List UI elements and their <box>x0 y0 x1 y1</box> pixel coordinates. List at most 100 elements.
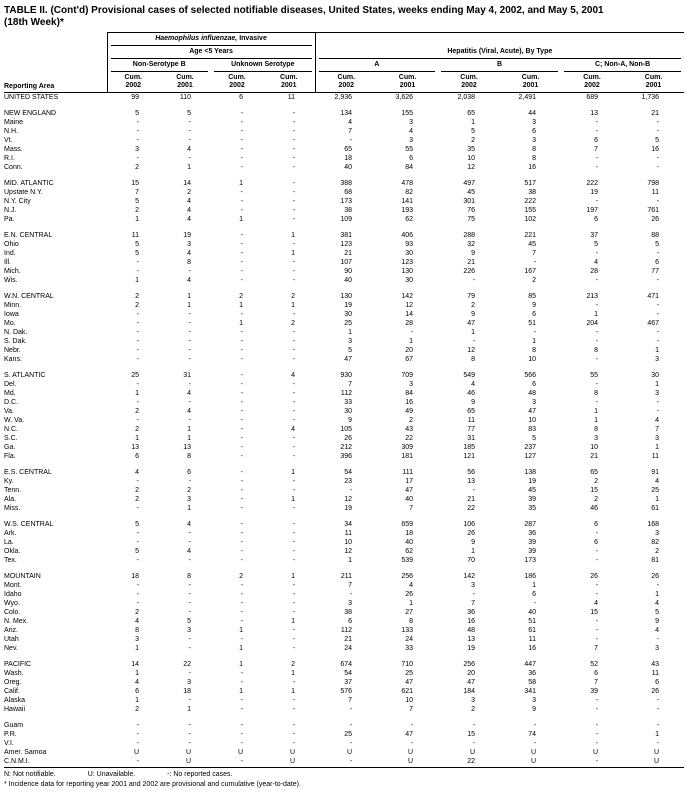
value-cell: - <box>533 329 537 336</box>
value-cell: 21 <box>467 496 476 503</box>
value-cell: - <box>188 119 191 126</box>
table-row: UNITED STATES 99 110 6 11 2,936 3,626 2,038 2,49… <box>4 93 684 103</box>
reporting-area-cell: S.C. <box>4 435 18 442</box>
value-cell: 9 <box>471 539 476 546</box>
value-cell: 3 <box>348 338 353 345</box>
reporting-area-cell: Guam <box>4 722 24 729</box>
value-cell: 3 <box>409 381 414 388</box>
value-cell: - <box>656 697 660 704</box>
value-cell: 40 <box>344 277 353 284</box>
value-cell: 83 <box>528 426 537 433</box>
value-cell: - <box>595 706 599 713</box>
value-cell: 26 <box>651 573 660 580</box>
table-row: N.H. - - - - 7 4 5 6 - - <box>4 127 684 136</box>
value-cell: - <box>240 198 243 205</box>
value-cell: 22 <box>467 505 476 512</box>
value-cell: - <box>292 539 296 546</box>
value-cell: 49 <box>405 408 414 415</box>
table-row: Tex. - - - - 1 539 70 173 - 81 <box>4 556 684 565</box>
value-cell: 3 <box>532 119 537 126</box>
value-cell: 388 <box>340 180 353 187</box>
value-cell: 90 <box>344 268 353 275</box>
value-cell: - <box>292 268 296 275</box>
value-cell: U <box>530 758 537 765</box>
reporting-area-cell: Ky. <box>4 478 14 485</box>
value-cell: U <box>407 749 414 756</box>
value-cell: - <box>656 250 660 257</box>
value-cell: - <box>292 241 296 248</box>
value-cell: - <box>292 356 296 363</box>
reporting-area-cell: Nebr. <box>4 347 21 354</box>
value-cell: - <box>136 356 139 363</box>
value-cell: - <box>240 119 243 126</box>
reporting-area-cell: Pa. <box>4 216 15 223</box>
value-cell: 38 <box>528 189 537 196</box>
value-cell: 77 <box>651 268 660 275</box>
value-cell: 39 <box>590 688 599 695</box>
value-cell: 3,626 <box>395 94 414 101</box>
value-cell: - <box>292 591 296 598</box>
value-cell: - <box>292 338 296 345</box>
value-cell: 222 <box>524 198 537 205</box>
hep-a-cum-2001-header: Cum. 2001 <box>377 72 439 93</box>
value-cell: 6 <box>532 311 537 318</box>
value-cell: U <box>185 749 191 756</box>
value-cell: 1 <box>291 469 296 476</box>
value-cell: 1 <box>291 496 296 503</box>
spacer-cell <box>4 172 684 179</box>
value-cell: 33 <box>344 399 353 406</box>
value-cell: 13 <box>131 444 139 451</box>
value-cell: 47 <box>344 356 353 363</box>
table-row: Mass. 3 4 - - 65 55 35 8 7 16 <box>4 145 684 154</box>
value-cell: 105 <box>340 426 353 433</box>
value-cell: 47 <box>467 320 476 327</box>
value-cell: 7 <box>409 706 414 713</box>
table-row: Ky. - - - - 23 17 13 19 2 4 <box>4 477 684 486</box>
value-cell: 16 <box>651 146 660 153</box>
value-cell: 15 <box>467 731 476 738</box>
value-cell: U <box>289 758 296 765</box>
value-cell: - <box>292 277 296 284</box>
value-cell: 40 <box>528 609 537 616</box>
table-row: P.R. - - - - 25 47 15 74 - 1 <box>4 730 684 739</box>
value-cell: 710 <box>401 661 414 668</box>
value-cell: 6 <box>655 259 660 266</box>
value-cell: - <box>188 722 191 729</box>
value-cell: 4 <box>348 119 353 126</box>
value-cell: 25 <box>405 670 414 677</box>
value-cell: 13 <box>183 444 191 451</box>
value-cell: - <box>292 645 296 652</box>
value-cell: - <box>240 618 243 625</box>
value-cell: - <box>472 591 476 598</box>
value-cell: - <box>240 408 243 415</box>
value-cell: 21 <box>590 453 599 460</box>
table-row: W.N. CENTRAL 2 1 2 2 130 142 79 85 213 471 <box>4 292 684 301</box>
value-cell: 1 <box>187 302 191 309</box>
value-cell: 13 <box>590 110 599 117</box>
value-cell: 9 <box>471 399 476 406</box>
value-cell: - <box>240 128 243 135</box>
reporting-area-cell: Mich. <box>4 268 21 275</box>
value-cell: - <box>136 740 139 747</box>
value-cell: 1 <box>187 706 191 713</box>
reporting-area-cell: Miss. <box>4 505 21 512</box>
value-cell: - <box>292 417 296 424</box>
table-row: Pa. 1 4 1 - 109 62 75 102 6 26 <box>4 215 684 224</box>
value-cell: 1 <box>239 302 243 309</box>
table-row: Hawaii 2 1 - - - 7 2 9 - - <box>4 705 684 714</box>
value-cell: 186 <box>524 573 537 580</box>
value-cell: - <box>240 505 243 512</box>
value-cell: - <box>595 530 599 537</box>
value-cell: - <box>292 198 296 205</box>
value-cell: 549 <box>463 372 476 379</box>
value-cell: 5 <box>135 250 139 257</box>
value-cell: 45 <box>467 189 476 196</box>
value-cell: - <box>240 347 243 354</box>
value-cell: 30 <box>651 372 660 379</box>
value-cell: 10 <box>467 155 476 162</box>
value-cell: 74 <box>528 731 537 738</box>
value-cell: 2 <box>135 609 139 616</box>
value-cell: 1 <box>655 347 660 354</box>
reporting-area-cell: Del. <box>4 381 17 388</box>
value-cell: - <box>240 311 243 318</box>
